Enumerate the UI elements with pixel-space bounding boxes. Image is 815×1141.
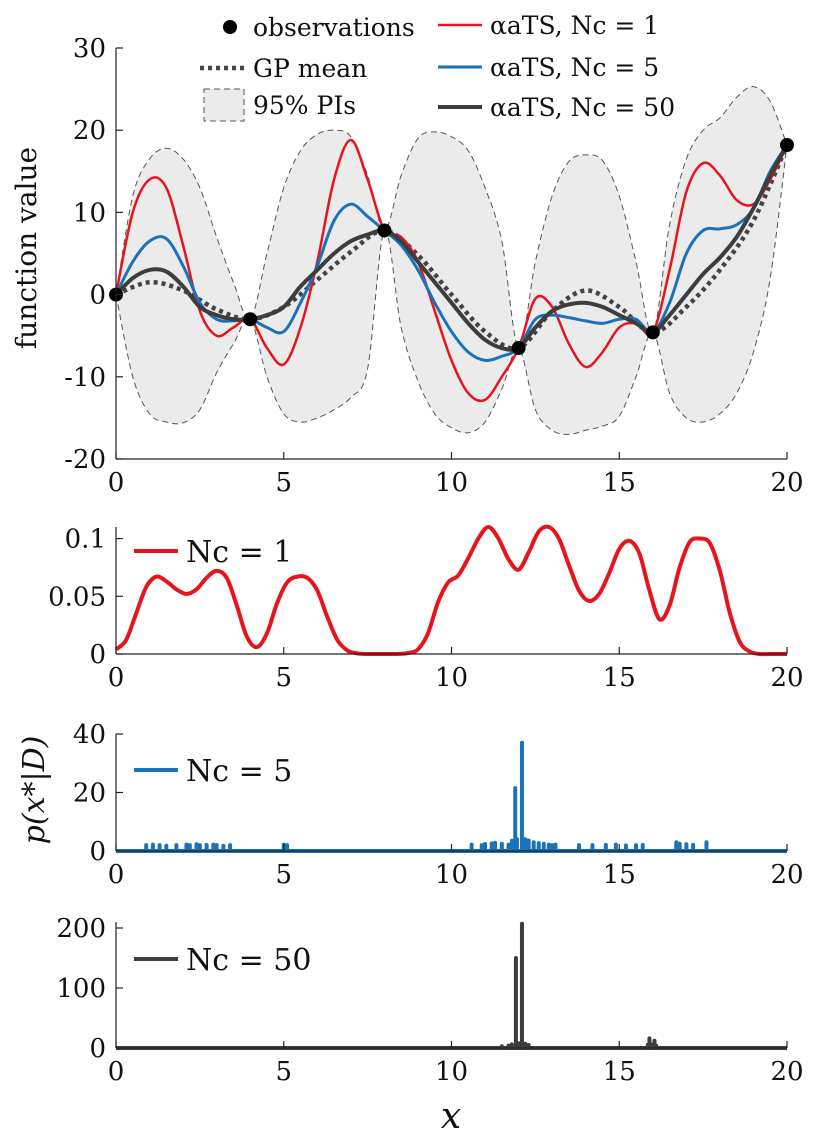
x-tick-label: 0 — [108, 468, 125, 498]
y-tick-label: -20 — [64, 445, 106, 475]
pi-upper-bound — [115, 86, 788, 349]
nc50-sample-line — [114, 144, 789, 352]
x-tick-label: 15 — [603, 860, 636, 890]
y-axis-label: function value — [10, 147, 43, 349]
y-tick-label: -10 — [64, 363, 106, 393]
pi-band — [116, 86, 787, 435]
y-axis-label: p(x*|D) — [17, 736, 52, 845]
series-layer — [114, 524, 787, 657]
legend-nc1-label: αaTS, Nc = 1 — [490, 11, 659, 40]
y-tick-label: 0 — [89, 1034, 106, 1064]
x-tick-label: 5 — [275, 468, 292, 498]
tick-labels: 0 5 10 15 20 0.1 0.05 0 — [48, 525, 803, 693]
tick-labels: 0 5 10 15 20 30 20 10 0 -10 -20 — [64, 34, 803, 498]
y-tick-label: 0.05 — [48, 582, 106, 612]
pi-lower-bound — [115, 144, 788, 435]
x-tick-label: 20 — [770, 663, 803, 693]
observation-point — [243, 312, 258, 327]
y-tick-label: 0 — [89, 837, 106, 867]
x-tick-label: 0 — [108, 1057, 125, 1087]
gp-mean-line — [115, 144, 790, 351]
x-tick-label: 15 — [603, 468, 636, 498]
y-tick-label: 30 — [73, 34, 106, 64]
x-tick-label: 20 — [770, 1057, 803, 1087]
legend-observations-marker — [223, 20, 237, 34]
x-tick-label: 5 — [275, 1057, 292, 1087]
legend-observations-label: observations — [253, 13, 415, 42]
y-tick-label: 100 — [56, 974, 106, 1004]
x-tick-label: 0 — [108, 663, 125, 693]
observation-point — [511, 341, 526, 356]
legend-nc50-label: αaTS, Nc = 50 — [490, 93, 675, 122]
observation-point — [645, 325, 660, 340]
axes — [115, 922, 788, 1049]
x-tick-label: 15 — [603, 1057, 636, 1087]
legend-pi-marker — [203, 88, 245, 122]
legend-gp-mean-label: GP mean — [253, 54, 367, 83]
series-layer — [114, 138, 790, 403]
axes — [115, 733, 788, 852]
x-tick-label: 10 — [435, 860, 468, 890]
x-tick-label: 0 — [108, 860, 125, 890]
x-tick-label: 5 — [275, 663, 292, 693]
tick-labels: 0 5 10 15 20 200 100 0 — [56, 914, 803, 1087]
x-tick-label: 20 — [770, 468, 803, 498]
top-panel: 0 5 10 15 20 30 20 10 0 -10 -20 function value obs… — [10, 11, 804, 498]
legend-nc5-label: αaTS, Nc = 5 — [490, 53, 659, 82]
observation-point — [780, 137, 794, 152]
y-tick-label: 40 — [73, 720, 106, 750]
nc50-panel: 0 5 10 15 20 200 100 0 Nc = 50 x — [56, 914, 803, 1137]
x-tick-label: 20 — [770, 860, 803, 890]
y-tick-label: 20 — [73, 116, 106, 146]
x-tick-label: 10 — [435, 1057, 468, 1087]
y-tick-label: 200 — [56, 914, 106, 944]
x-axis-label: x — [441, 1096, 461, 1137]
y-tick-label: 10 — [73, 198, 106, 228]
y-tick-label: 0.1 — [65, 525, 106, 555]
x-tick-label: 15 — [603, 663, 636, 693]
observation-point — [377, 223, 392, 238]
nc5-panel: 0 5 10 15 20 40 20 0 p(x*|D) Nc = 5 — [17, 720, 804, 890]
legend: Nc = 5 — [134, 754, 292, 789]
legend-nc1-label: Nc = 1 — [186, 535, 292, 570]
nc1-panel: 0 5 10 15 20 0.1 0.05 0 Nc = 1 — [48, 525, 803, 693]
legend: Nc = 1 — [134, 535, 292, 570]
legend: Nc = 50 — [134, 943, 311, 978]
x-tick-label: 10 — [435, 663, 468, 693]
axes — [115, 47, 788, 460]
legend-nc5-label: Nc = 5 — [186, 754, 292, 789]
y-tick-label: 0 — [89, 640, 106, 670]
nc1-sample-line — [114, 138, 789, 403]
legend: observations GP mean 95% PIs αaTS, Nc = … — [200, 11, 675, 122]
nc1-density-line — [114, 524, 787, 657]
legend-pi-label: 95% PIs — [253, 91, 356, 120]
tick-labels: 0 5 10 15 20 40 20 0 — [73, 720, 804, 890]
axes — [115, 527, 788, 655]
x-tick-label: 5 — [275, 860, 292, 890]
legend-nc50-label: Nc = 50 — [186, 943, 311, 978]
y-tick-label: 0 — [89, 281, 106, 311]
x-tick-label: 10 — [435, 468, 468, 498]
nc5-sample-line — [114, 144, 789, 362]
pi-band-layer — [115, 86, 788, 435]
y-tick-label: 20 — [73, 779, 106, 809]
